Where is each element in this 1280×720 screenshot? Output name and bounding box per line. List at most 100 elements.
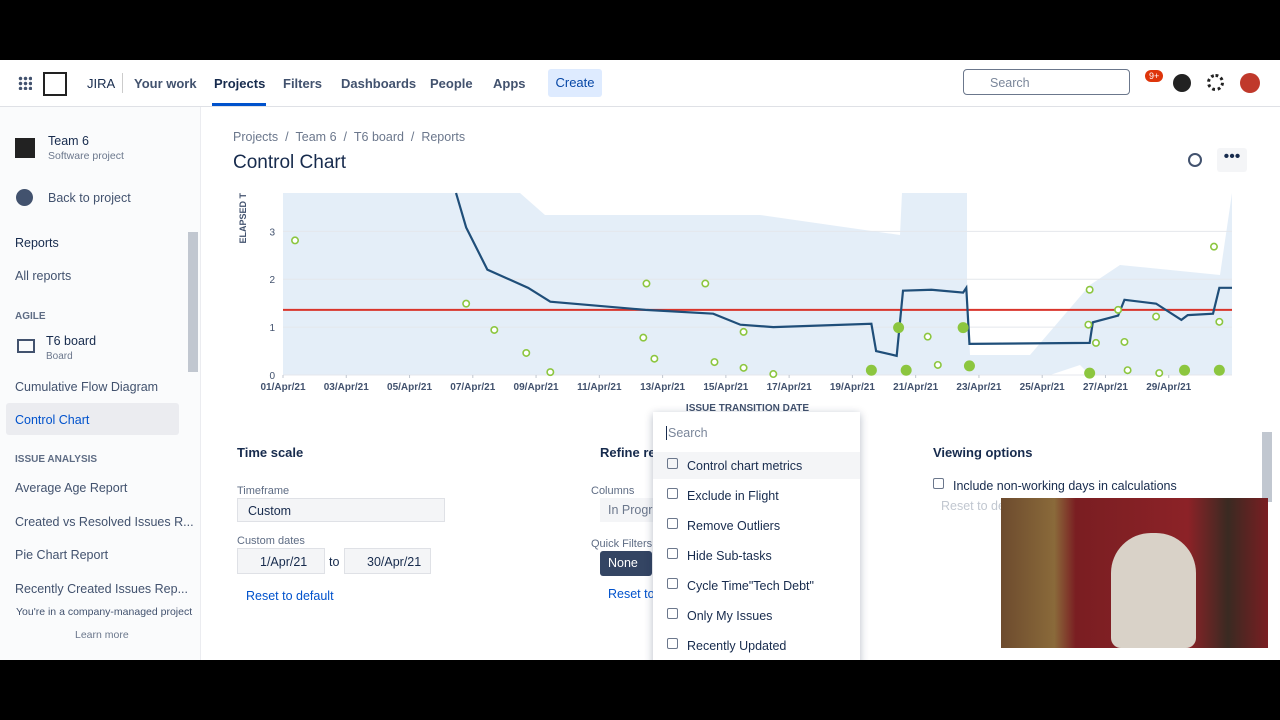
x-tick-label: 11/Apr/21 — [577, 382, 622, 393]
page-title: Control Chart — [233, 152, 346, 173]
reset-link[interactable]: Reset to de — [941, 499, 1005, 513]
separator — [122, 73, 123, 93]
report-link[interactable]: Pie Chart Report — [15, 548, 109, 562]
board-name[interactable]: T6 board — [46, 334, 97, 348]
filter-option[interactable]: Cycle Time"Tech Debt" — [667, 578, 814, 593]
section-heading: AGILE — [15, 311, 46, 322]
nav-item[interactable]: Projects — [214, 76, 266, 91]
section-title: Viewing options — [933, 445, 1033, 460]
crumb[interactable]: Reports — [421, 130, 466, 144]
project-name[interactable]: Team 6 — [48, 134, 89, 148]
notification-badge[interactable]: 9+ — [1145, 70, 1164, 82]
nav-item[interactable]: Your work — [134, 76, 197, 91]
filter-option[interactable]: Only My Issues — [667, 608, 772, 623]
issue-point — [1215, 317, 1224, 326]
nav-item[interactable]: Dashboards — [341, 76, 417, 91]
timeframe-select[interactable]: Custom — [237, 498, 445, 522]
issue-cluster — [963, 360, 975, 372]
issue-point — [1152, 312, 1161, 321]
field-label: Custom dates — [237, 535, 305, 547]
webcam-video — [1001, 498, 1268, 648]
filter-option[interactable]: Remove Outliers — [667, 518, 780, 533]
crumb[interactable]: Projects — [233, 130, 279, 144]
more-button[interactable]: ••• — [1217, 148, 1247, 172]
filter-option[interactable]: Exclude in Flight — [667, 488, 779, 503]
crumb[interactable]: Team 6 — [295, 130, 337, 144]
report-link[interactable]: Cumulative Flow Diagram — [15, 380, 159, 394]
y-axis-label: ELAPSED T — [238, 193, 248, 244]
search-box[interactable]: Search — [963, 69, 1130, 95]
issue-point — [1085, 285, 1094, 294]
active-item — [6, 403, 179, 435]
report-link[interactable]: Control Chart — [15, 413, 90, 427]
filter-option[interactable]: Control chart metrics — [667, 458, 802, 473]
back-icon — [16, 189, 33, 206]
quick-filter-button[interactable]: None — [600, 551, 652, 576]
report-link[interactable]: Average Age Report — [15, 481, 128, 495]
nav-item[interactable]: Apps — [493, 76, 526, 91]
filter-option[interactable]: Recently Updated — [667, 638, 786, 653]
to-text: to — [329, 555, 340, 569]
issue-point — [923, 332, 932, 341]
dropdown-search[interactable]: Search — [666, 426, 708, 440]
sidebar: Team 6 Software project Back to project … — [0, 107, 201, 660]
app-switcher[interactable] — [18, 76, 32, 90]
issue-point — [701, 279, 710, 288]
columns-select[interactable]: In Progre — [600, 498, 660, 522]
x-tick-label: 15/Apr/21 — [703, 382, 748, 393]
main-scrollbar[interactable] — [1262, 432, 1272, 502]
x-tick-label: 17/Apr/21 — [767, 382, 812, 393]
checkbox-option[interactable]: Include non-working days in calculations — [933, 478, 1177, 493]
logo[interactable] — [43, 72, 67, 96]
avatar[interactable] — [1240, 73, 1260, 93]
brand[interactable]: JIRA — [87, 76, 116, 91]
person — [1111, 533, 1196, 648]
y-tick-label: 1 — [269, 323, 275, 334]
create-button[interactable]: Create — [548, 69, 602, 97]
issue-point — [739, 327, 748, 336]
x-tick-label: 29/Apr/21 — [1146, 382, 1191, 393]
date-from[interactable]: 1/Apr/21 — [237, 548, 325, 574]
issue-point — [522, 348, 531, 357]
issue-cluster — [1084, 367, 1096, 379]
rolling-average — [454, 192, 1232, 358]
nav-item[interactable]: People — [430, 76, 473, 91]
nav-item[interactable]: Filters — [283, 76, 323, 91]
issue-point — [291, 236, 300, 245]
date-to[interactable]: 30/Apr/21 — [344, 548, 431, 574]
issue-point — [1123, 366, 1132, 375]
share-icon[interactable] — [1188, 153, 1202, 167]
scrollbar[interactable] — [188, 232, 198, 372]
y-tick-label: 2 — [269, 275, 275, 286]
settings-icon[interactable] — [1207, 74, 1224, 91]
issue-cluster — [900, 364, 912, 376]
issue-point — [1155, 369, 1164, 378]
footer-note: You're in a company-managed project — [16, 606, 193, 618]
section-heading: ISSUE ANALYSIS — [15, 454, 98, 465]
report-link[interactable]: Recently Created Issues Rep... — [15, 582, 188, 596]
learn-more[interactable]: Learn more — [75, 629, 129, 641]
issue-point — [490, 325, 499, 334]
field-label: Timeframe — [237, 485, 290, 497]
reports-heading: Reports — [15, 236, 59, 250]
x-tick-label: 07/Apr/21 — [450, 382, 495, 393]
board-icon — [17, 339, 35, 353]
help-icon[interactable] — [1173, 74, 1191, 92]
project-icon — [15, 138, 35, 158]
reset-link[interactable]: Reset to default — [246, 589, 334, 603]
crumb[interactable]: T6 board — [353, 130, 404, 144]
filter-option[interactable]: Hide Sub-tasks — [667, 548, 772, 563]
back-link[interactable]: Back to project — [48, 191, 131, 205]
issue-point — [1114, 305, 1123, 314]
issue-cluster — [893, 322, 905, 334]
reset-link[interactable]: Reset to — [608, 587, 655, 601]
issue-point — [739, 363, 748, 372]
x-tick-label: 09/Apr/21 — [514, 382, 559, 393]
jira-app: JIRA Your work Projects Filters Dashboar… — [0, 60, 1280, 660]
all-reports[interactable]: All reports — [15, 269, 72, 283]
issue-point — [1209, 242, 1218, 251]
report-link[interactable]: Created vs Resolved Issues R... — [15, 515, 194, 529]
filter-dropdown: Search Control chart metrics Exclude in … — [653, 412, 860, 660]
std-deviation-band — [283, 193, 1232, 375]
